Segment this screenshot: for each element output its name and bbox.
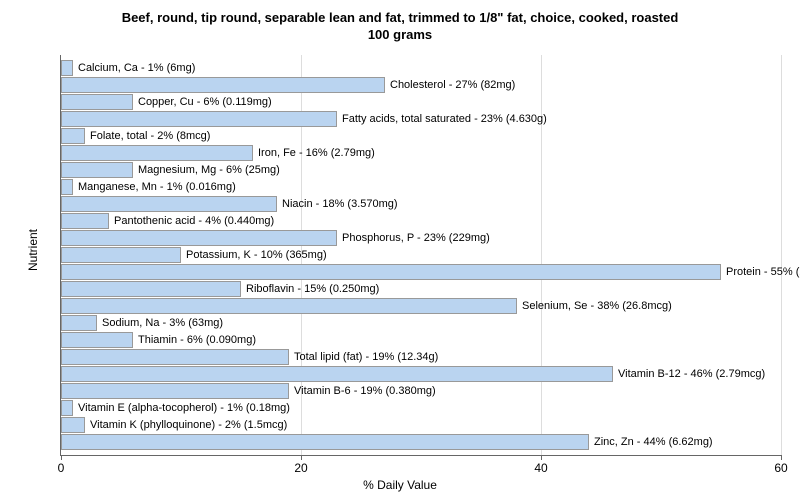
nutrient-bar	[61, 383, 289, 399]
bar-row: Vitamin E (alpha-tocopherol) - 1% (0.18m…	[61, 400, 781, 416]
nutrient-bar-label: Total lipid (fat) - 19% (12.34g)	[289, 349, 438, 365]
chart-title: Beef, round, tip round, separable lean a…	[0, 0, 800, 44]
x-tick-mark	[61, 455, 62, 460]
bar-row: Zinc, Zn - 44% (6.62mg)	[61, 434, 781, 450]
bar-row: Calcium, Ca - 1% (6mg)	[61, 60, 781, 76]
bar-row: Vitamin B-12 - 46% (2.79mcg)	[61, 366, 781, 382]
x-tick-label: 60	[774, 461, 787, 475]
nutrient-bar-label: Cholesterol - 27% (82mg)	[385, 77, 515, 93]
nutrient-bar	[61, 162, 133, 178]
nutrient-bar-label: Potassium, K - 10% (365mg)	[181, 247, 327, 263]
nutrient-bar	[61, 298, 517, 314]
x-axis-label: % Daily Value	[0, 478, 800, 492]
bar-row: Potassium, K - 10% (365mg)	[61, 247, 781, 263]
bar-row: Selenium, Se - 38% (26.8mcg)	[61, 298, 781, 314]
bar-row: Iron, Fe - 16% (2.79mg)	[61, 145, 781, 161]
bar-row: Thiamin - 6% (0.090mg)	[61, 332, 781, 348]
nutrient-bar	[61, 366, 613, 382]
bar-row: Sodium, Na - 3% (63mg)	[61, 315, 781, 331]
bar-row: Vitamin K (phylloquinone) - 2% (1.5mcg)	[61, 417, 781, 433]
nutrient-bar-label: Vitamin E (alpha-tocopherol) - 1% (0.18m…	[73, 400, 290, 416]
nutrient-bar-label: Folate, total - 2% (8mcg)	[85, 128, 210, 144]
x-tick-label: 0	[58, 461, 65, 475]
nutrient-bar	[61, 94, 133, 110]
nutrient-bar	[61, 434, 589, 450]
nutrient-bar	[61, 315, 97, 331]
bar-row: Phosphorus, P - 23% (229mg)	[61, 230, 781, 246]
nutrient-bar	[61, 332, 133, 348]
nutrient-bar-label: Pantothenic acid - 4% (0.440mg)	[109, 213, 274, 229]
nutrient-bar	[61, 349, 289, 365]
bar-row: Manganese, Mn - 1% (0.016mg)	[61, 179, 781, 195]
nutrient-bar	[61, 60, 73, 76]
nutrient-chart: Beef, round, tip round, separable lean a…	[0, 0, 800, 500]
nutrient-bar	[61, 111, 337, 127]
bar-row: Copper, Cu - 6% (0.119mg)	[61, 94, 781, 110]
nutrient-bar-label: Riboflavin - 15% (0.250mg)	[241, 281, 379, 297]
bar-row: Total lipid (fat) - 19% (12.34g)	[61, 349, 781, 365]
bar-row: Vitamin B-6 - 19% (0.380mg)	[61, 383, 781, 399]
x-tick-label: 40	[534, 461, 547, 475]
nutrient-bar-label: Niacin - 18% (3.570mg)	[277, 196, 398, 212]
bar-row: Niacin - 18% (3.570mg)	[61, 196, 781, 212]
nutrient-bar-label: Copper, Cu - 6% (0.119mg)	[133, 94, 272, 110]
nutrient-bar	[61, 264, 721, 280]
x-tick-mark	[301, 455, 302, 460]
nutrient-bar-label: Zinc, Zn - 44% (6.62mg)	[589, 434, 713, 450]
bar-row: Riboflavin - 15% (0.250mg)	[61, 281, 781, 297]
gridline	[781, 55, 782, 455]
nutrient-bar	[61, 281, 241, 297]
x-tick-mark	[781, 455, 782, 460]
nutrient-bar-label: Vitamin B-12 - 46% (2.79mcg)	[613, 366, 765, 382]
nutrient-bar-label: Phosphorus, P - 23% (229mg)	[337, 230, 490, 246]
nutrient-bar-label: Vitamin K (phylloquinone) - 2% (1.5mcg)	[85, 417, 287, 433]
nutrient-bar-label: Protein - 55% (27.27g)	[721, 264, 800, 280]
nutrient-bar	[61, 145, 253, 161]
chart-title-line1: Beef, round, tip round, separable lean a…	[122, 10, 679, 25]
nutrient-bar-label: Thiamin - 6% (0.090mg)	[133, 332, 256, 348]
bar-row: Fatty acids, total saturated - 23% (4.63…	[61, 111, 781, 127]
nutrient-bar	[61, 128, 85, 144]
plot-area: Calcium, Ca - 1% (6mg) Cholesterol - 27% …	[60, 55, 781, 456]
nutrient-bar-label: Sodium, Na - 3% (63mg)	[97, 315, 223, 331]
nutrient-bar-label: Calcium, Ca - 1% (6mg)	[73, 60, 195, 76]
nutrient-bar	[61, 400, 73, 416]
bar-row: Cholesterol - 27% (82mg)	[61, 77, 781, 93]
bar-row: Folate, total - 2% (8mcg)	[61, 128, 781, 144]
bar-row: Protein - 55% (27.27g)	[61, 264, 781, 280]
nutrient-bar-label: Manganese, Mn - 1% (0.016mg)	[73, 179, 236, 195]
bar-row: Magnesium, Mg - 6% (25mg)	[61, 162, 781, 178]
bar-row: Pantothenic acid - 4% (0.440mg)	[61, 213, 781, 229]
nutrient-bar-label: Magnesium, Mg - 6% (25mg)	[133, 162, 280, 178]
nutrient-bar-label: Fatty acids, total saturated - 23% (4.63…	[337, 111, 547, 127]
nutrient-bar	[61, 179, 73, 195]
x-tick-label: 20	[294, 461, 307, 475]
nutrient-bar	[61, 230, 337, 246]
bars-container: Calcium, Ca - 1% (6mg) Cholesterol - 27% …	[61, 59, 781, 451]
nutrient-bar	[61, 77, 385, 93]
nutrient-bar-label: Vitamin B-6 - 19% (0.380mg)	[289, 383, 436, 399]
nutrient-bar	[61, 417, 85, 433]
y-axis-label: Nutrient	[26, 229, 40, 271]
nutrient-bar	[61, 213, 109, 229]
nutrient-bar-label: Iron, Fe - 16% (2.79mg)	[253, 145, 375, 161]
nutrient-bar	[61, 196, 277, 212]
chart-title-line2: 100 grams	[368, 27, 432, 42]
nutrient-bar-label: Selenium, Se - 38% (26.8mcg)	[517, 298, 672, 314]
nutrient-bar	[61, 247, 181, 263]
x-tick-mark	[541, 455, 542, 460]
